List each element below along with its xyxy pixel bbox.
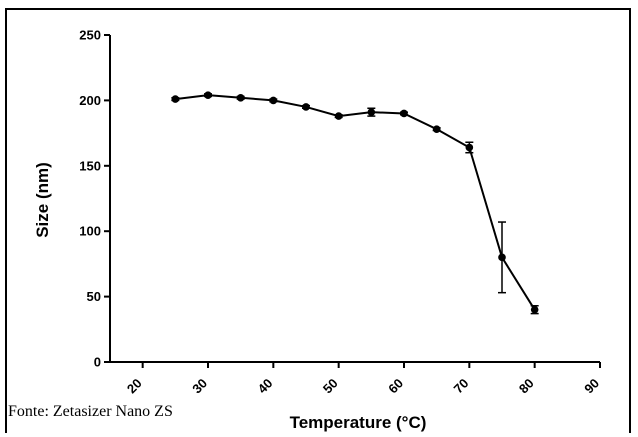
x-tick-label: 80 <box>516 376 537 397</box>
y-ticks: 0 50 100 150 200 250 <box>79 28 110 370</box>
x-tick-label: 70 <box>451 376 472 397</box>
x-tick-label: 50 <box>320 376 341 397</box>
plot-area <box>171 91 539 315</box>
x-axis-label: Temperature (°C) <box>290 413 427 432</box>
data-point <box>498 253 506 262</box>
data-point <box>465 143 474 152</box>
chart-axes <box>109 35 600 363</box>
y-tick-label: 0 <box>94 355 101 370</box>
x-tick-label: 60 <box>385 376 406 397</box>
data-point <box>204 91 212 99</box>
y-tick-label: 50 <box>87 289 101 304</box>
series-line <box>175 94 536 311</box>
y-tick-label: 250 <box>79 28 101 43</box>
y-tick-label: 100 <box>79 224 101 239</box>
y-axis-label: Size (nm) <box>33 162 52 238</box>
data-point <box>530 305 539 314</box>
figure-frame <box>5 8 631 433</box>
x-tick-label: 20 <box>124 376 145 397</box>
data-point <box>236 93 245 102</box>
data-point <box>171 95 180 103</box>
x-tick-label: 90 <box>581 376 602 397</box>
source-note: Fonte: Zetasizer Nano ZS <box>8 403 173 420</box>
data-point <box>367 108 376 116</box>
data-point <box>269 96 278 105</box>
data-point <box>334 112 343 120</box>
x-ticks: 20 30 40 50 60 70 80 90 <box>124 362 602 396</box>
data-point <box>400 109 408 118</box>
x-tick-label: 30 <box>189 376 210 397</box>
data-point <box>302 103 310 111</box>
y-tick-label: 150 <box>79 158 101 173</box>
data-point <box>432 125 441 133</box>
y-tick-label: 200 <box>79 93 101 108</box>
x-tick-label: 40 <box>255 376 276 397</box>
